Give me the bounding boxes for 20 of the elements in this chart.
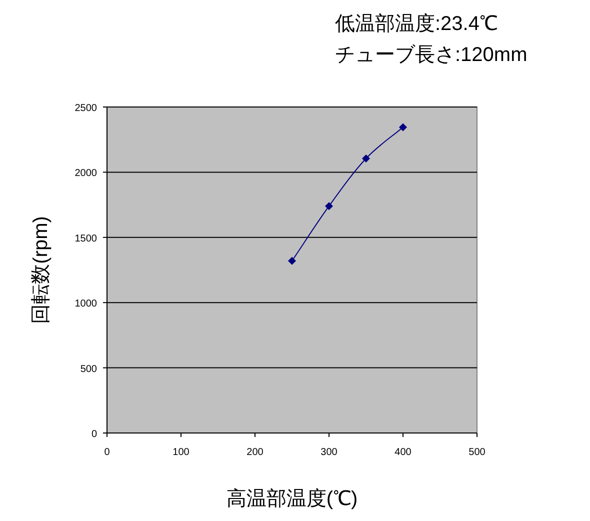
x-tick-label: 400 xyxy=(394,447,412,458)
x-tick-label: 200 xyxy=(246,447,264,458)
point xyxy=(362,154,370,163)
y-tick-label: 0 xyxy=(91,429,98,440)
text: チューブ長さ:120mm xyxy=(335,44,528,66)
point xyxy=(325,202,333,210)
y-tick-label: 2500 xyxy=(74,103,98,114)
x-axis-title: 高温部温度(℃) xyxy=(226,487,358,510)
y-axis-title: 回転数(rpm) xyxy=(30,216,52,324)
y-tick-label: 1500 xyxy=(74,233,98,244)
x-tick-label: 0 xyxy=(104,447,110,458)
x-tick-label: 500 xyxy=(468,447,486,458)
point xyxy=(288,256,296,265)
y-tick-label: 500 xyxy=(80,364,98,375)
x-tick-label: 100 xyxy=(172,447,190,458)
point xyxy=(399,123,407,132)
x-tick-label: 300 xyxy=(320,447,338,458)
y-tick-label: 1000 xyxy=(74,298,98,310)
text: 低温部温度:23.4℃ xyxy=(335,13,498,35)
y-tick-label: 2000 xyxy=(74,168,98,180)
